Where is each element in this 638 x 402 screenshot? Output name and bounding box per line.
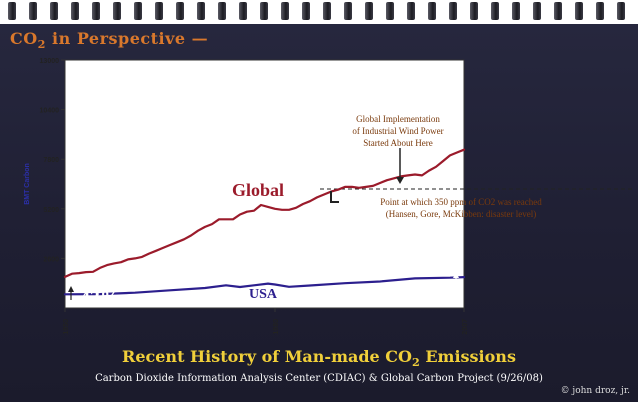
wind-power-annotation: Global Implementation of Industrial Wind … bbox=[352, 114, 443, 148]
binding-ring-icon bbox=[50, 2, 58, 20]
author-credit: © john droz, jr. bbox=[560, 386, 630, 396]
growth-arrowhead-right bbox=[453, 272, 459, 278]
binding-ring-icon bbox=[239, 2, 247, 20]
binding-ring-icon bbox=[344, 2, 352, 20]
binding-ring-icon bbox=[554, 2, 562, 20]
binding-ring-icon bbox=[575, 2, 583, 20]
binding-ring-icon bbox=[386, 2, 394, 20]
slide-title-text: CO2 in Perspective — bbox=[10, 29, 209, 52]
binding-ring-icon bbox=[260, 2, 268, 20]
source-credit: Carbon Dioxide Information Analysis Cent… bbox=[95, 373, 543, 384]
binding-ring-icon bbox=[281, 2, 289, 20]
binding-ring-icon bbox=[92, 2, 100, 20]
chart-caption: Recent History of Man-made CO2 Emissions bbox=[122, 347, 516, 370]
binding-ring-icon bbox=[29, 2, 37, 20]
binding-ring-icon bbox=[8, 2, 16, 20]
global-growth-percent: 43% bbox=[80, 287, 120, 309]
binding-ring-icon bbox=[491, 2, 499, 20]
slide-title: CO2 in Perspective — bbox=[10, 29, 208, 51]
usa-growth-percent: 19% bbox=[420, 283, 440, 295]
binding-ring-icon bbox=[512, 2, 520, 20]
global-series-label: Global bbox=[232, 180, 284, 200]
binding-ring-icon bbox=[197, 2, 205, 20]
binding-ring-icon bbox=[134, 2, 142, 20]
y-axis-label: BMT Carbon bbox=[24, 163, 31, 205]
binding-ring-icon bbox=[302, 2, 310, 20]
y-tick-label: 13000 bbox=[40, 58, 60, 65]
usa-series-label: USA bbox=[249, 287, 278, 302]
binding-ring-icon bbox=[533, 2, 541, 20]
binding-ring-icon bbox=[407, 2, 415, 20]
x-tick-label: 2007 bbox=[462, 319, 469, 335]
binding-ring-icon bbox=[428, 2, 436, 20]
x-tick-label: 1980 bbox=[273, 319, 280, 335]
binding-ring-icon bbox=[113, 2, 121, 20]
x-tick-label: 1950 bbox=[63, 319, 70, 335]
binding-ring-icon bbox=[323, 2, 331, 20]
plot-background bbox=[64, 59, 465, 309]
spiral-binding bbox=[0, 0, 638, 24]
binding-ring-icon bbox=[449, 2, 457, 20]
binding-ring-icon bbox=[365, 2, 373, 20]
y-tick-label: 5200 bbox=[43, 207, 59, 214]
binding-ring-icon bbox=[596, 2, 604, 20]
series-line-usa bbox=[63, 276, 466, 296]
y-tick-label: 2600 bbox=[43, 256, 59, 263]
ppm-350-annotation: Point at which 350 ppm of CO2 was reache… bbox=[380, 197, 542, 219]
binding-ring-icon bbox=[155, 2, 163, 20]
y-tick-label: 10400 bbox=[40, 108, 60, 115]
binding-ring-icon bbox=[176, 2, 184, 20]
binding-ring-icon bbox=[218, 2, 226, 20]
growth-arrowhead-left bbox=[68, 286, 74, 292]
wind-annotation-arrowhead bbox=[396, 177, 404, 184]
binding-ring-icon bbox=[71, 2, 79, 20]
y-tick-label: 7800 bbox=[43, 157, 59, 164]
binding-ring-icon bbox=[470, 2, 478, 20]
binding-ring-icon bbox=[617, 2, 625, 20]
ppm-annotation-bracket-icon bbox=[330, 191, 339, 203]
